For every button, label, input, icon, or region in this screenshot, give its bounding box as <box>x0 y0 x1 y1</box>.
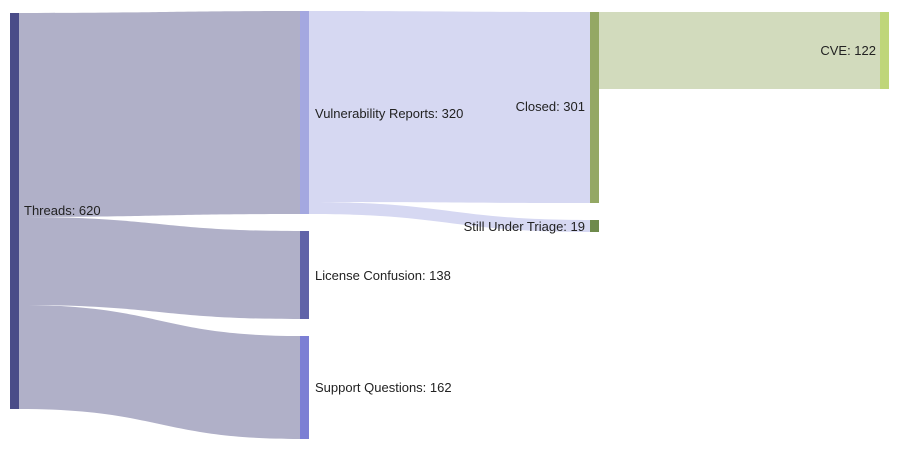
sankey-labels: Threads: 620 Vulnerability Reports: 320 Li… <box>24 43 876 395</box>
node-support[interactable] <box>300 336 309 439</box>
node-label-closed: Closed: 301 <box>516 99 585 114</box>
node-cve[interactable] <box>880 12 889 89</box>
link-vulnerability-reports-to-still-under-triage[interactable] <box>309 202 590 232</box>
link-closed-to-cve[interactable] <box>599 12 880 89</box>
link-threads-to-license-confusion[interactable] <box>19 217 300 319</box>
node-label-cve: CVE: 122 <box>820 43 876 58</box>
node-threads[interactable] <box>10 13 19 409</box>
node-closed[interactable] <box>590 12 599 203</box>
node-license[interactable] <box>300 231 309 319</box>
node-label-vuln: Vulnerability Reports: 320 <box>315 106 463 121</box>
link-threads-to-vulnerability-reports[interactable] <box>19 11 300 217</box>
sankey-links <box>19 11 880 439</box>
node-vuln[interactable] <box>300 11 309 214</box>
node-label-license: License Confusion: 138 <box>315 268 451 283</box>
link-threads-to-support-questions[interactable] <box>19 305 300 439</box>
node-triage[interactable] <box>590 220 599 232</box>
node-label-support: Support Questions: 162 <box>315 380 452 395</box>
node-label-triage: Still Under Triage: 19 <box>464 219 585 234</box>
node-label-threads: Threads: 620 <box>24 203 101 218</box>
link-vulnerability-reports-to-closed[interactable] <box>309 11 590 203</box>
sankey-nodes <box>10 11 889 439</box>
